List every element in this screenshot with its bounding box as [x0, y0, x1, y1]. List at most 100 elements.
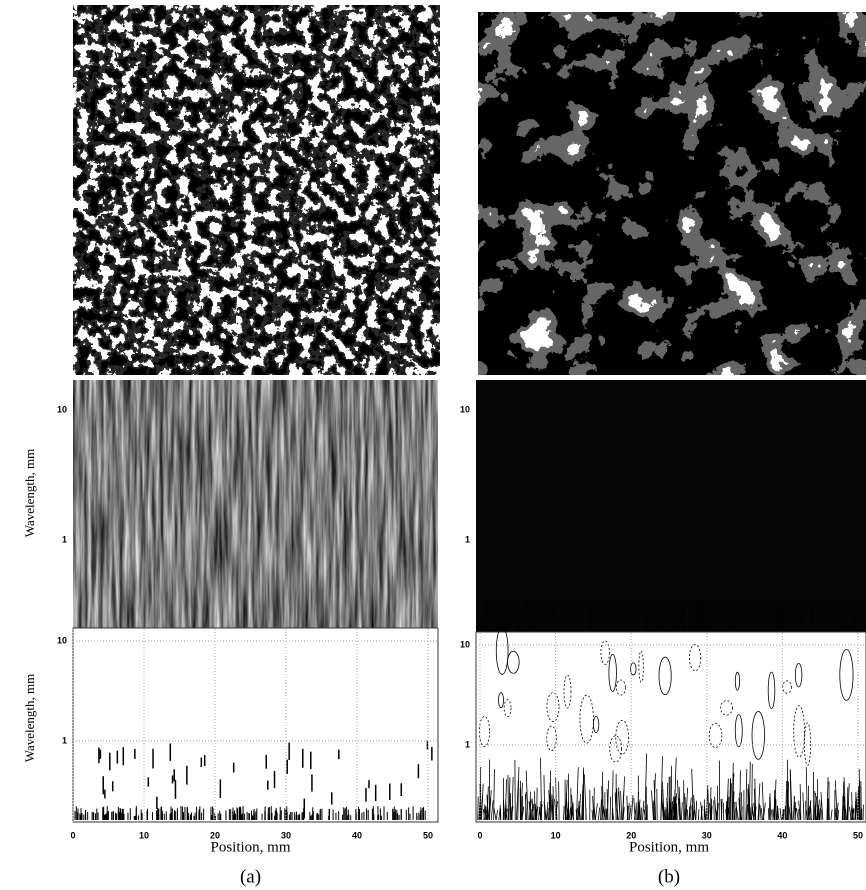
wavelet-texture-a [73, 380, 438, 628]
contour-stroke [546, 809, 549, 821]
contour-stroke [510, 806, 514, 821]
contour-stroke [578, 793, 581, 821]
contour-stroke [481, 783, 484, 821]
contour-stroke [611, 770, 614, 821]
contour-stroke [620, 790, 623, 821]
contour-stroke [854, 800, 857, 821]
contour-loop [563, 674, 572, 709]
contour-stroke [678, 786, 682, 821]
x-tick-label: 10 [551, 830, 561, 840]
contour-stroke [508, 777, 511, 821]
contour-stroke [490, 800, 494, 821]
contour-stroke [493, 769, 495, 821]
contour-stroke [663, 809, 666, 821]
contour-stroke [843, 777, 847, 821]
contour-stroke [772, 798, 776, 821]
contour-stroke [729, 778, 731, 821]
contour-stroke [836, 802, 839, 821]
contour-stroke [484, 809, 488, 821]
contour-stroke [529, 791, 531, 821]
contour-loop [608, 653, 617, 692]
contour-stroke [644, 753, 648, 821]
contour-stroke [600, 799, 602, 821]
contour-stroke [788, 806, 792, 821]
contour-strokes [74, 626, 864, 821]
contour-stroke [710, 798, 713, 821]
contour-stroke [739, 804, 742, 821]
contour-stroke [531, 801, 535, 821]
contour-stroke [685, 787, 689, 821]
contour-loop [546, 725, 557, 752]
contour-stroke [524, 794, 528, 821]
contour-stroke [616, 808, 619, 821]
contour-stroke [552, 786, 555, 821]
contour-stroke [683, 806, 686, 821]
contour-stroke [732, 773, 735, 821]
contour-stroke [807, 805, 811, 821]
contour-stroke [691, 768, 694, 821]
contour-loop [839, 649, 854, 701]
x-tick-label: 20 [626, 830, 636, 840]
contour-stroke [731, 762, 734, 821]
contour-stroke [795, 807, 799, 821]
contour-stroke [749, 806, 752, 821]
contour-stroke [746, 804, 748, 821]
contour-stroke [711, 805, 713, 821]
contour-stroke [754, 778, 757, 821]
contour-stroke [782, 809, 784, 821]
contour-stroke [529, 806, 532, 821]
x-tick-label: 0 [477, 830, 482, 840]
contour-stroke [538, 809, 542, 821]
contour-stroke [843, 793, 846, 821]
contour-stroke [503, 799, 506, 821]
contour-stroke [609, 796, 612, 821]
y-tick-label: 10 [57, 404, 67, 414]
contour-stroke [779, 808, 782, 821]
wavelet-map-b [476, 380, 866, 632]
contour-loop [615, 679, 626, 696]
contour-loop [600, 640, 610, 665]
contour-loop [638, 650, 644, 683]
contour-stroke [751, 763, 753, 821]
contour-stroke [681, 802, 683, 821]
contour-stroke [605, 808, 608, 821]
contour-stroke [563, 805, 565, 821]
contour-stroke [789, 770, 792, 821]
x-tick-label: 30 [702, 830, 712, 840]
contour-stroke [565, 793, 568, 821]
x-tick-label: 10 [139, 830, 149, 840]
contour-stroke [493, 807, 497, 821]
x-tick-label: 30 [281, 830, 291, 840]
contour-stroke [793, 796, 796, 821]
contour-stroke [799, 784, 802, 821]
x-tick-label: 20 [210, 830, 220, 840]
contour-loop [507, 650, 520, 674]
contour-loop [734, 714, 743, 748]
contour-loop [658, 656, 672, 696]
contour-loop [782, 680, 792, 694]
contour-stroke [525, 770, 529, 821]
contour-stroke [622, 776, 625, 821]
y-tick-label: 1 [465, 739, 470, 749]
contour-stroke [676, 803, 678, 821]
contour-stroke [805, 809, 809, 821]
contour-loop [720, 700, 733, 716]
contour-stroke [666, 782, 669, 821]
contour-stroke [846, 803, 849, 821]
contour-stroke [798, 800, 801, 821]
contour-stroke [495, 809, 498, 821]
y-tick-label: 1 [465, 534, 470, 544]
contour-stroke [817, 799, 820, 821]
y-axis-label: Wavelength, mm [22, 673, 37, 763]
x-tick-label: 40 [777, 830, 787, 840]
contour-stroke [593, 806, 596, 821]
contour-stroke [850, 804, 853, 821]
contour-stroke [570, 806, 572, 821]
y-tick-label: 1 [62, 534, 67, 544]
contour-stroke [714, 796, 717, 821]
contour-frame-a [72, 627, 439, 823]
y-tick-label: 10 [460, 639, 470, 649]
contour-stroke [758, 803, 760, 821]
